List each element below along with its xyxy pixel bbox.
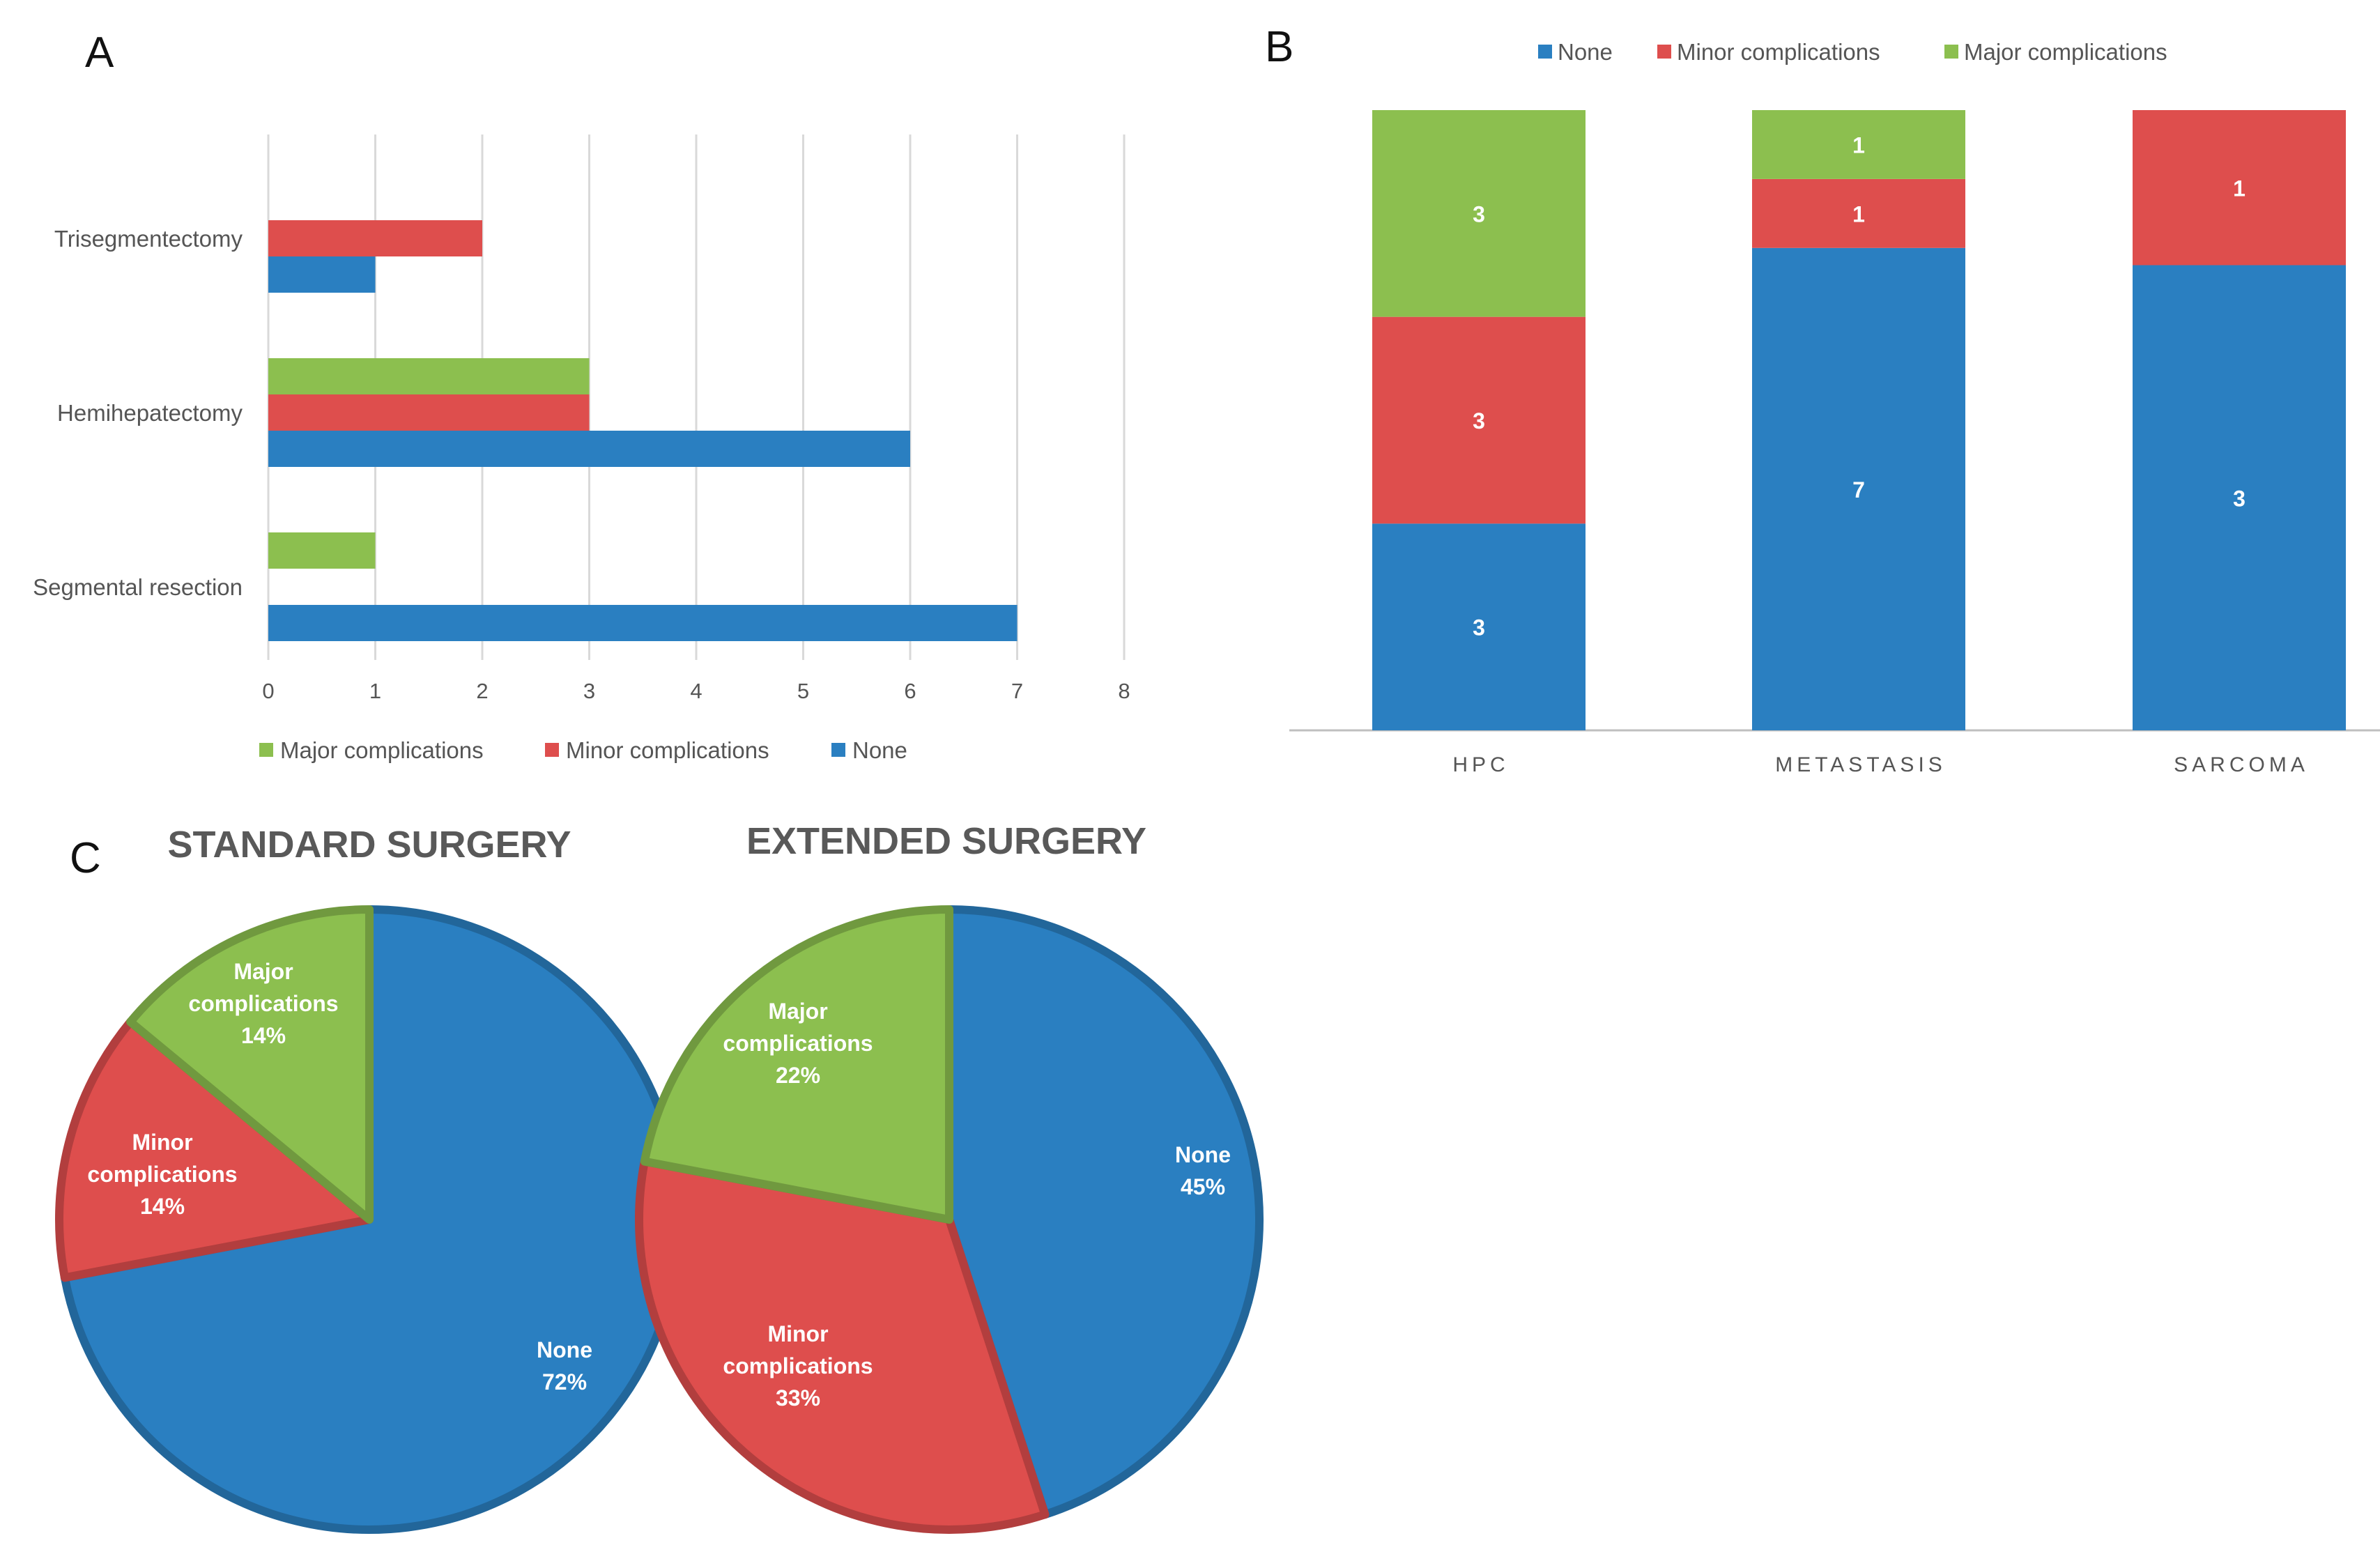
panel-letter-b: B [1265,23,1293,71]
pie-slice-label-line: 14% [140,1194,185,1219]
legend-swatch [831,743,845,757]
legend-label: None [1558,39,1613,65]
pie-slice-label-line: Major [768,999,827,1024]
pie-slice-label-line: 14% [241,1023,286,1048]
stacked-bar-segment [1372,110,1586,317]
data-label: 7 [1852,477,1865,502]
chart-b-stacked-bar: 3 3 3 HPC 7 1 1 METASTASIS 3 1 SARCOMA None Minor co… [1289,39,2380,776]
pie-slice-label: None 45% [1175,1142,1231,1199]
data-label: 3 [2233,486,2245,511]
panel-letter-c: C [70,834,101,882]
pie-slice-label-line: Major [233,959,293,984]
bar [268,431,910,467]
pie-slice-label-line: None [1175,1142,1231,1167]
legend-label: None [852,737,907,763]
legend-swatch [1944,45,1958,59]
legend-label: Minor complications [1677,39,1880,65]
legend-label: Major complications [1964,39,2167,65]
stacked-bar-segment [1752,178,1965,248]
stacked-bar-segment [2133,110,2346,266]
category-label: Segmental resection [33,574,243,600]
pie-slice-label-line: 72% [542,1369,587,1394]
bar [268,220,482,256]
pie-slice-label-line: complications [188,991,338,1016]
bar [268,532,376,569]
pie-slice-label-line: Minor [767,1321,828,1346]
stacked-bar-segment [1752,110,1965,179]
pie-slice-label-line: 33% [776,1385,820,1411]
pie-slice-label-line: 22% [776,1063,820,1088]
pie-slice-label: Major complications 14% [188,959,338,1048]
data-label: 1 [1852,201,1865,226]
chart-c-pies: STANDARD SURGERY None 72% Minor complication… [55,820,1264,1534]
pie-slice-label-line: 45% [1181,1174,1225,1199]
bar [268,605,1018,641]
legend-label: Minor complications [566,737,769,763]
legend-swatch [1538,45,1552,59]
panel-letter-a: A [85,29,114,77]
stacked-bar-segment [1372,316,1586,524]
pie-title: EXTENDED SURGERY [746,820,1146,862]
pie-slice-label: Minor complications 33% [723,1321,873,1411]
pie-slice-label-line: complications [723,1353,873,1378]
legend-swatch [545,743,559,757]
pie-slice [640,905,953,1224]
legend-label: Major complications [280,737,484,763]
x-tick-label: 5 [797,679,809,703]
x-tick-label: 4 [690,679,702,703]
pie-slice-label-line: complications [723,1031,873,1056]
data-label: 3 [1473,408,1485,433]
pie-slice-label: Minor complications 14% [87,1130,237,1219]
category-label: Hemihepatectomy [57,400,243,426]
pie-slice-label: Major complications 22% [723,999,873,1088]
x-tick-label: 2 [476,679,488,703]
legend-swatch [259,743,273,757]
pie-slice-label-line: complications [87,1162,237,1187]
category-label: METASTASIS [1775,753,1947,776]
pie-slice [945,905,1264,1519]
bar [268,358,590,394]
x-tick-label: 7 [1011,679,1023,703]
pie-slice [126,905,374,1224]
stacked-bar-segment [2133,265,2346,730]
pie-slice-label: None 72% [537,1337,592,1394]
pie-slice [635,1157,1050,1534]
stacked-bar-segment [1372,523,1586,730]
category-label: Trisegmentectomy [54,226,243,252]
data-label: 1 [2233,176,2245,201]
category-label: HPC [1452,753,1509,776]
bar [268,394,590,431]
category-label: SARCOMA [2174,753,2309,776]
pie-title: STANDARD SURGERY [167,824,571,866]
x-tick-label: 3 [583,679,595,703]
data-label: 3 [1473,615,1485,640]
bar [268,256,376,293]
pie-slice-label-line: Minor [132,1130,192,1155]
pie-slice [55,1017,374,1282]
legend-swatch [1657,45,1671,59]
x-tick-label: 0 [262,679,274,703]
pie-slice-label-line: None [537,1337,592,1362]
chart-a-horizontal-bar: 0 1 2 3 4 5 6 7 8 Trisegmentectomy Hemihepatectomy… [33,134,1130,763]
x-tick-label: 6 [904,679,916,703]
stacked-bar-segment [1752,247,1965,730]
data-label: 1 [1852,132,1865,157]
x-tick-label: 1 [369,679,381,703]
x-tick-label: 8 [1118,679,1130,703]
data-label: 3 [1473,201,1485,226]
